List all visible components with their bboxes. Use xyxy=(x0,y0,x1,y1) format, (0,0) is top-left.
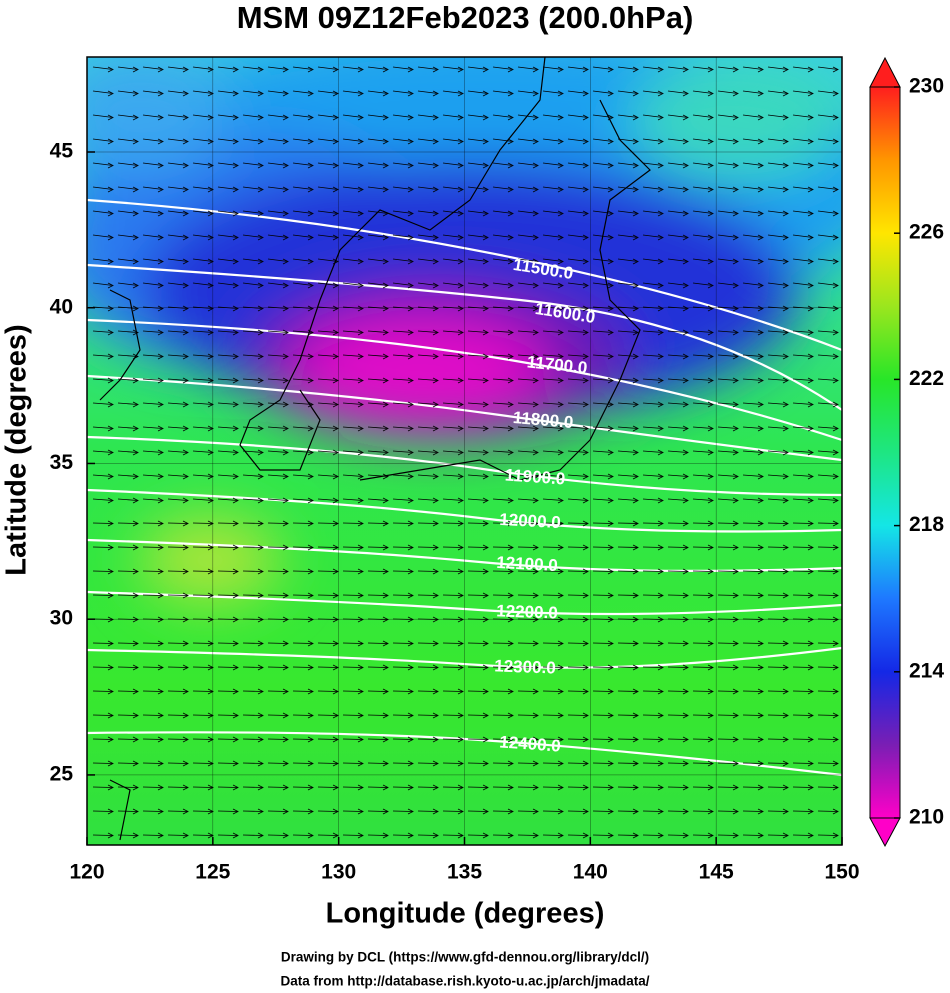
colorbar-tick-label: 214 xyxy=(909,659,944,682)
contour-label: 12400.0 xyxy=(499,732,562,755)
x-tick-label: 150 xyxy=(824,861,859,884)
y-tick-label: 35 xyxy=(50,451,74,474)
y-tick-label: 40 xyxy=(50,295,73,318)
x-tick-label: 120 xyxy=(69,861,104,884)
field-shading xyxy=(87,57,842,605)
contour-label: 12100.0 xyxy=(496,553,558,575)
y-tick-label: 45 xyxy=(50,140,74,163)
x-tick-label: 140 xyxy=(573,861,608,884)
colorbar-extend-low xyxy=(869,817,901,848)
x-tick-label: 130 xyxy=(321,861,356,884)
x-tick-label: 125 xyxy=(195,861,230,884)
contour-lines xyxy=(87,198,842,777)
colorbar-extend-high xyxy=(869,56,901,88)
coastline xyxy=(99,57,651,841)
contour-label: 11900.0 xyxy=(504,465,566,488)
colorbar-tick-label: 210 xyxy=(909,806,944,829)
colorbar-tick-label: 226 xyxy=(909,221,944,244)
contour-label: 12300.0 xyxy=(494,656,556,677)
colorbar-tick-label: 222 xyxy=(909,367,944,390)
x-tick-label: 135 xyxy=(447,861,482,884)
x-tick-label: 145 xyxy=(699,861,734,884)
colorbar: 210 214 218 222 226 230 xyxy=(869,56,944,848)
y-axis-label: Latitude (degrees) xyxy=(1,324,33,575)
x-axis-label: Longitude (degrees) xyxy=(326,898,605,930)
contour-label: 12000.0 xyxy=(499,510,561,532)
credit: Drawing by DCL (https://www.gfd-dennou.o… xyxy=(281,950,649,965)
credit: Data from http://database.rish.kyoto-u.a… xyxy=(280,974,649,989)
y-tick-label: 30 xyxy=(50,607,73,630)
contour-label: 12200.0 xyxy=(496,601,558,622)
chart-title: MSM 09Z12Feb2023 (200.0hPa) xyxy=(237,0,694,35)
y-tick-label: 25 xyxy=(50,762,74,785)
colorbar-tick-label: 230 xyxy=(909,75,944,98)
wind-vectors xyxy=(92,66,839,839)
colorbar-tick-label: 218 xyxy=(909,513,944,536)
field xyxy=(87,57,842,845)
colorbar-scale xyxy=(869,86,901,819)
